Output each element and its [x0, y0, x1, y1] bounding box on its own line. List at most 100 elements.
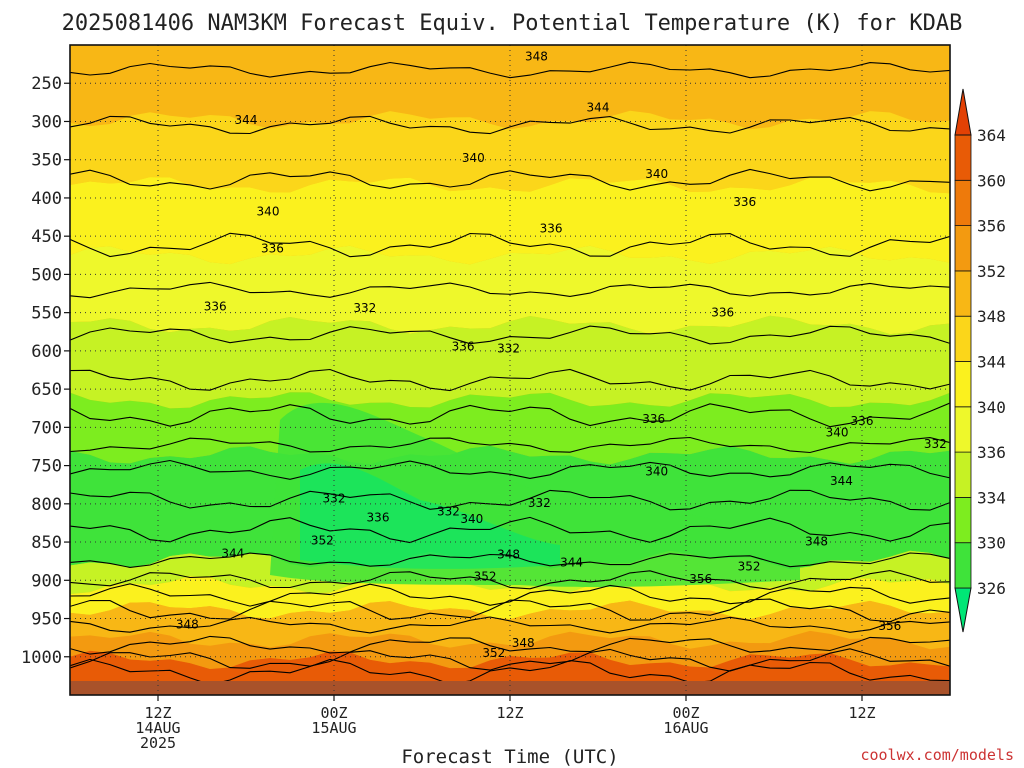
contour-line: [70, 232, 950, 258]
contour-label: 340: [645, 465, 668, 479]
contour-label: 344: [587, 101, 610, 115]
contour-line: [70, 436, 950, 454]
y-tick-label: 650: [31, 380, 62, 400]
x-tick-label: 00Z: [672, 704, 699, 722]
colorbar-swatch: [954, 270, 972, 317]
contour-line: [70, 115, 950, 135]
contour-line: [70, 648, 950, 672]
contour-label: 340: [645, 167, 668, 181]
colorbar-swatch: [954, 406, 972, 453]
contour-label: 348: [497, 547, 520, 561]
contour-label: 332: [437, 504, 460, 518]
contour-line: [70, 325, 950, 345]
contour-label: 340: [460, 512, 483, 526]
below-ground-strip: [70, 681, 950, 695]
contour-label: 348: [525, 49, 548, 63]
colorbar-tick-label: 364: [977, 126, 1006, 145]
contour-label: 356: [878, 619, 901, 633]
contour-label: 348: [805, 534, 828, 548]
contour-label: 336: [733, 195, 756, 209]
contour-label: 336: [642, 412, 665, 426]
contour-line: [70, 583, 950, 607]
contour-label: 336: [204, 300, 227, 314]
y-tick-label: 750: [31, 457, 62, 477]
y-tick-label: 900: [31, 571, 62, 591]
contour-label: 332: [924, 437, 947, 451]
contour-label: 336: [452, 339, 475, 353]
band-3: [70, 315, 950, 409]
colorbar-swatch: [954, 179, 972, 227]
y-tick-label: 1000: [21, 648, 62, 668]
contour-label: 332: [353, 301, 376, 315]
y-tick-label: 600: [31, 342, 62, 362]
colorbar-tick-label: 326: [977, 579, 1006, 598]
contour-line: [70, 459, 950, 480]
contour-label: 336: [367, 511, 390, 525]
y-tick-label: 300: [31, 112, 62, 132]
colorbar-tick-label: 334: [977, 488, 1006, 507]
contour-label: 344: [560, 556, 583, 570]
contour-label: 340: [257, 205, 280, 219]
x-axis-label: Forecast Time (UTC): [401, 746, 618, 768]
colorbar-swatch: [954, 225, 972, 272]
contour-label: 348: [176, 618, 199, 632]
x-tick-label: 14AUG: [135, 719, 180, 737]
contour-label: 332: [323, 491, 346, 505]
colorbar-tick-label: 356: [977, 217, 1006, 236]
band-7: [70, 576, 950, 620]
contour-label: 352: [474, 569, 497, 583]
grid-lines: [70, 45, 950, 695]
theta-e-bands: [70, 110, 950, 695]
colorbar-tick-label: 340: [977, 398, 1006, 417]
x-tick-label: 00Z: [320, 704, 347, 722]
contour-label: 336: [540, 222, 563, 236]
colorbar-swatch: [954, 496, 972, 544]
contour-label: 332: [528, 496, 551, 510]
y-tick-label: 850: [31, 533, 62, 553]
contour-line: [70, 570, 950, 590]
band-0: [70, 110, 950, 194]
colorbar-tick-label: 336: [977, 443, 1006, 462]
colorbar-swatch: [954, 451, 972, 498]
band-8: [70, 600, 950, 650]
credit-text: coolwx.com/models: [860, 746, 1014, 764]
contour-label: 336: [851, 414, 874, 428]
y-tick-label: 800: [31, 495, 62, 515]
colorbar-extend-low: [954, 587, 972, 633]
contour-label: 332: [497, 342, 520, 356]
colorbar-swatch: [954, 361, 972, 408]
contour-line: [70, 281, 950, 299]
y-tick-label: 450: [31, 227, 62, 247]
y-tick-label: 500: [31, 265, 62, 285]
x-tick-label: 12Z: [144, 704, 171, 722]
x-tick-label: 15AUG: [311, 719, 356, 737]
colorbar-swatch: [954, 315, 972, 362]
contour-line: [70, 516, 950, 544]
y-tick-label: 550: [31, 304, 62, 324]
contour-line: [70, 368, 950, 392]
contour-label: 344: [221, 547, 244, 561]
y-tick-label: 700: [31, 418, 62, 438]
contour-line: [70, 61, 950, 79]
y-tick-label: 400: [31, 189, 62, 209]
contour-label: 336: [261, 241, 284, 255]
x-tick-label: 12Z: [496, 704, 523, 722]
contour-label: 348: [512, 636, 535, 650]
colorbar-tick-label: 344: [977, 353, 1006, 372]
y-axis: 250 300 350 400 450 500 550 600 650 700 750 800 850 9…: [21, 74, 70, 668]
contour-line: [70, 402, 950, 428]
contour-label: 336: [711, 306, 734, 320]
y-tick-label: 950: [31, 610, 62, 630]
contour-label: 340: [462, 151, 485, 165]
colorbar-extend-high: [954, 88, 972, 136]
x-tick-label: 12Z: [848, 704, 875, 722]
y-tick-label: 250: [31, 74, 62, 94]
y-tick-label: 350: [31, 151, 62, 171]
colorbar-tick-label: 360: [977, 171, 1006, 190]
x-tick-label: 2025: [140, 734, 176, 752]
colorbar-tick-label: 352: [977, 262, 1006, 281]
colorbar-tick-label: 348: [977, 307, 1006, 326]
